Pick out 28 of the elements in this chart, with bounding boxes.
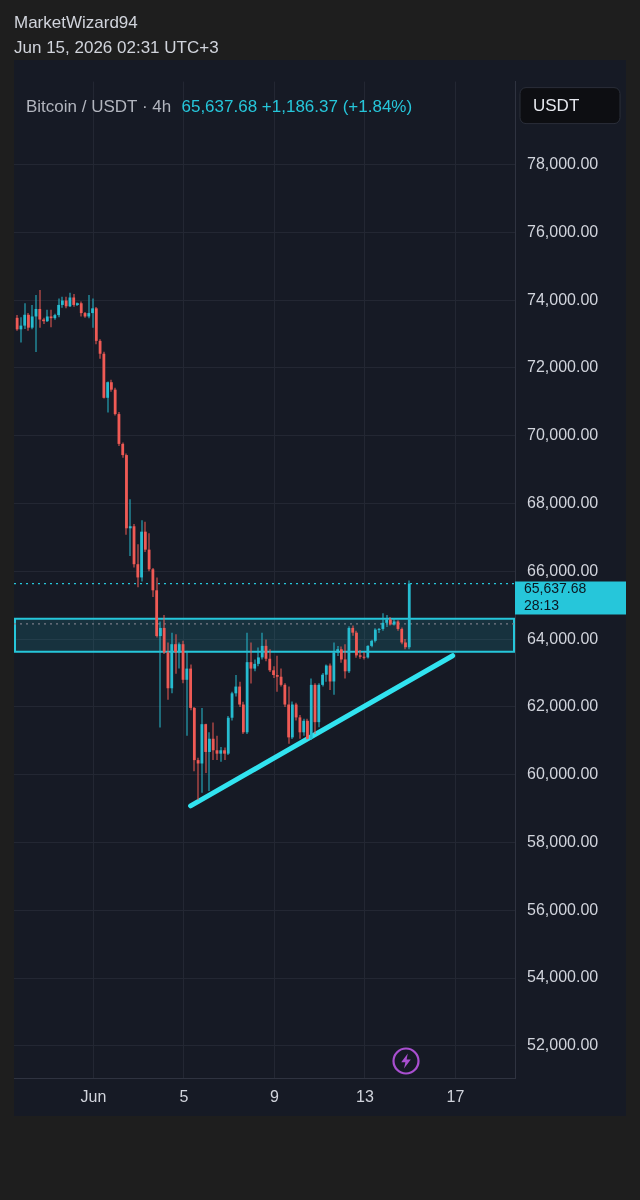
y-tick-label: 64,000.00 (527, 629, 599, 647)
x-tick-label: 9 (270, 1088, 280, 1106)
y-axis-title: USDT (533, 96, 580, 116)
y-tick-label: 66,000.00 (527, 561, 599, 579)
x-tick-label: 13 (356, 1088, 374, 1106)
y-tick-label: 62,000.00 (527, 697, 599, 715)
text: 28:13 (524, 597, 560, 614)
text: 65,637.68 +1,186.37 (+1.84%) (181, 97, 413, 117)
y-tick-label: 52,000.00 (527, 1036, 599, 1054)
y-tick-label: 72,000.00 (527, 358, 599, 376)
y-tick-label: 56,000.00 (527, 900, 599, 918)
y-tick-label: 58,000.00 (527, 832, 599, 850)
y-tick-label: 76,000.00 (527, 222, 599, 240)
y-tick-label: 54,000.00 (527, 968, 599, 986)
candlestick (196, 757, 200, 801)
text: Bitcoin / USDT · 4h (26, 97, 172, 117)
x-tick-label: 5 (179, 1088, 189, 1106)
x-tick-label: 17 (446, 1088, 465, 1106)
y-tick-label: 60,000.00 (527, 765, 599, 783)
y-tick-label: 74,000.00 (527, 290, 599, 308)
y-tick-label: 78,000.00 (527, 155, 599, 173)
candlestick (128, 499, 132, 557)
text: MarketWizard94 (14, 12, 138, 34)
y-tick-label: 70,000.00 (527, 426, 599, 444)
ref-line-label: 65,637.68 (524, 580, 587, 597)
y-tick-label: 68,000.00 (527, 493, 599, 511)
text: Jun 15, 2026 02:31 UTC+3 (14, 37, 219, 59)
x-tick-label: Jun (80, 1088, 107, 1106)
